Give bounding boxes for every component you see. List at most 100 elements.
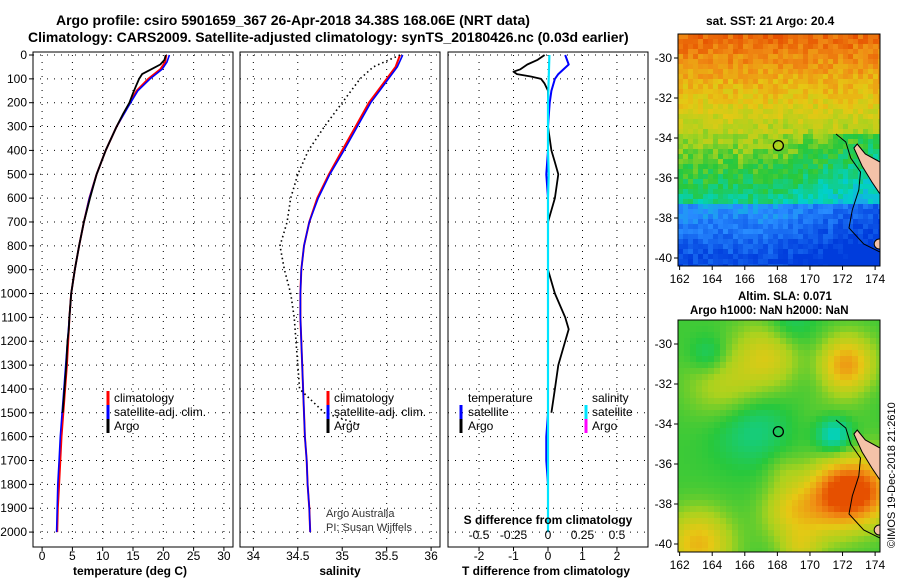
- map-cell: [718, 114, 723, 119]
- map-cell: [846, 362, 852, 368]
- map-cell: [804, 386, 810, 392]
- map-cell: [774, 368, 780, 374]
- map-cell: [693, 214, 698, 219]
- map-cell: [798, 129, 803, 134]
- map-cell: [788, 129, 793, 134]
- map-cell: [702, 368, 708, 374]
- map-cell: [868, 249, 873, 254]
- map-cell: [808, 189, 813, 194]
- map-cell: [744, 398, 750, 404]
- map-cell: [758, 254, 763, 259]
- map-cell: [708, 512, 714, 518]
- map-cell: [828, 104, 833, 109]
- map-cell: [813, 64, 818, 69]
- series-line-argo: [279, 54, 401, 426]
- map-cell: [808, 79, 813, 84]
- map-cell: [678, 254, 683, 259]
- map-cell: [693, 34, 698, 39]
- map-cell: [768, 79, 773, 84]
- map-cell: [773, 109, 778, 114]
- map-cell: [858, 259, 863, 264]
- map-cell: [858, 219, 863, 224]
- map-cell: [848, 249, 853, 254]
- map-cell: [773, 234, 778, 239]
- map-cell: [816, 434, 822, 440]
- map-cell: [810, 410, 816, 416]
- map-cell: [758, 149, 763, 154]
- map-cell: [678, 548, 684, 552]
- map-cell: [678, 410, 684, 416]
- map-cell: [853, 154, 858, 159]
- map-cell: [718, 219, 723, 224]
- map-cell: [744, 464, 750, 470]
- map-cell: [828, 204, 833, 209]
- map-cell: [762, 494, 768, 500]
- map-cell: [863, 54, 868, 59]
- map-cell: [834, 446, 840, 452]
- map-cell: [828, 124, 833, 129]
- map-cell: [828, 254, 833, 259]
- map-cell: [723, 49, 728, 54]
- map-cell: [798, 416, 804, 422]
- map-cell: [804, 374, 810, 380]
- map-cell: [756, 530, 762, 536]
- map-cell: [803, 139, 808, 144]
- map-cell: [840, 386, 846, 392]
- map-cell: [852, 440, 858, 446]
- map-cell: [870, 422, 876, 428]
- map-cell: [798, 264, 803, 266]
- map-cell: [728, 209, 733, 214]
- map-cell: [768, 518, 774, 524]
- map-cell: [803, 239, 808, 244]
- map-cell: [810, 494, 816, 500]
- map-cell: [708, 344, 714, 350]
- map-cell: [756, 440, 762, 446]
- map-cell: [732, 494, 738, 500]
- map-cell: [774, 374, 780, 380]
- map-cell: [688, 234, 693, 239]
- map-cell: [758, 69, 763, 74]
- map-cell: [808, 204, 813, 209]
- map-cell: [808, 229, 813, 234]
- map-cell: [876, 344, 880, 350]
- map-cell: [758, 109, 763, 114]
- map-cell: [853, 174, 858, 179]
- map-cell: [828, 164, 833, 169]
- map-cell: [733, 109, 738, 114]
- map-cell: [708, 194, 713, 199]
- map-cell: [783, 154, 788, 159]
- map-cell: [728, 104, 733, 109]
- map-cell: [783, 104, 788, 109]
- map-cell: [846, 530, 852, 536]
- map-cell: [768, 416, 774, 422]
- map-cell: [798, 488, 804, 494]
- map-cell: [768, 69, 773, 74]
- map-cell: [756, 464, 762, 470]
- map-cell: [810, 488, 816, 494]
- map-cell: [744, 500, 750, 506]
- x-tick-label: 34: [247, 549, 261, 563]
- map-cell: [738, 530, 744, 536]
- map-cell: [768, 476, 774, 482]
- map-cell: [823, 54, 828, 59]
- map-cell: [838, 139, 843, 144]
- map-cell: [788, 39, 793, 44]
- map-cell: [768, 89, 773, 94]
- map-cell: [702, 500, 708, 506]
- map-cell: [864, 350, 870, 356]
- map-cell: [678, 392, 684, 398]
- map-cell: [843, 44, 848, 49]
- map-cell: [688, 159, 693, 164]
- map-cell: [733, 39, 738, 44]
- map-cell: [833, 44, 838, 49]
- map-cell: [720, 428, 726, 434]
- map-cell: [873, 189, 878, 194]
- depth-tick-label: 1000: [0, 287, 27, 301]
- map-cell: [738, 144, 743, 149]
- map-cell: [813, 264, 818, 266]
- map-cell: [793, 179, 798, 184]
- map-cell: [788, 99, 793, 104]
- map-cell: [852, 410, 858, 416]
- map-cell: [823, 114, 828, 119]
- map-cell: [788, 69, 793, 74]
